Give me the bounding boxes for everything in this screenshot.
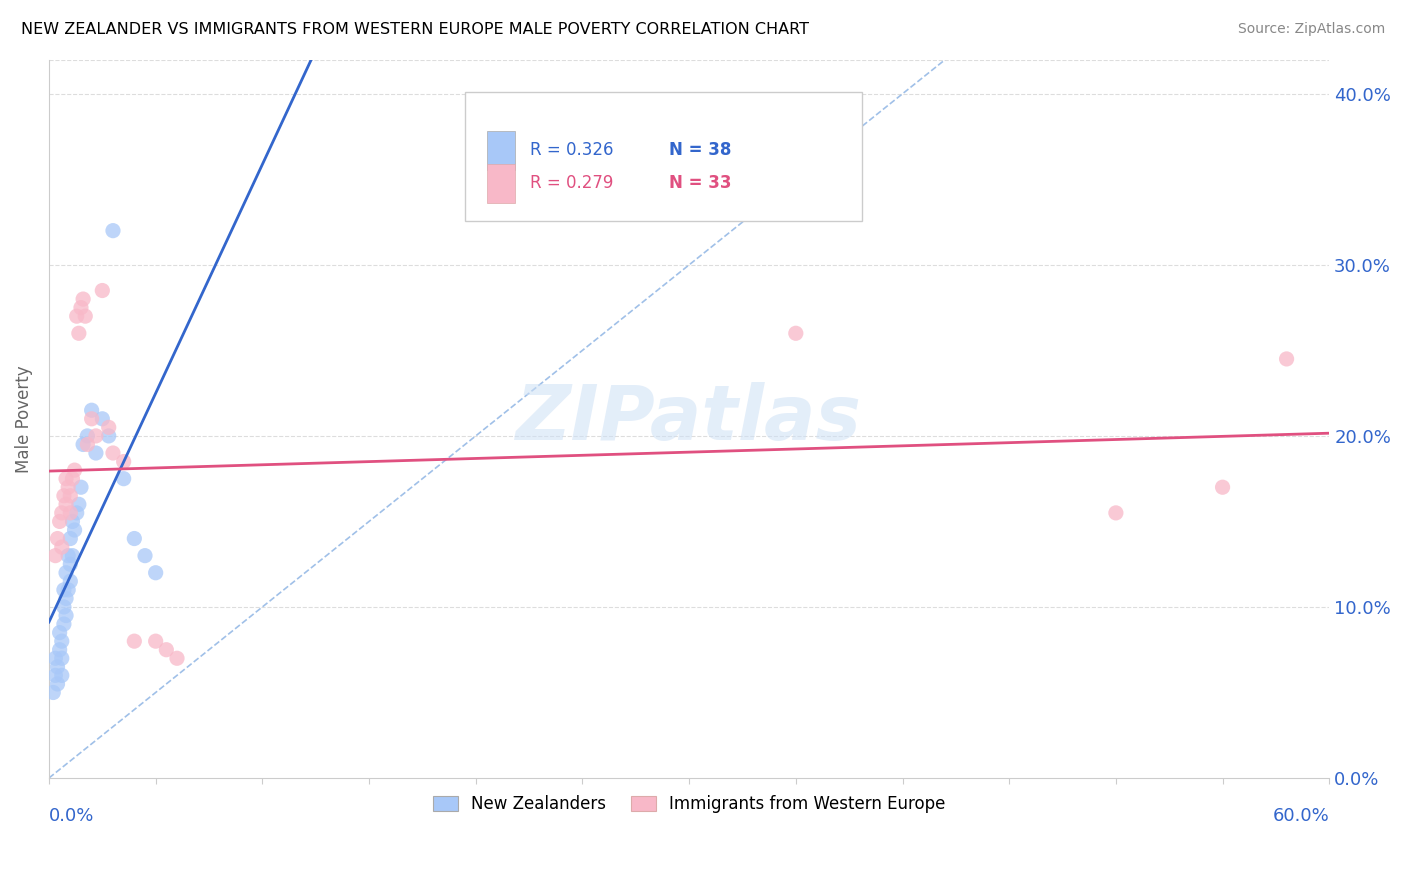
Point [52,617,75,632]
Text: 60.0%: 60.0% [1272,806,1329,825]
FancyBboxPatch shape [486,164,515,203]
Point [70,480,93,494]
Point [51,634,73,648]
Point [91,412,114,426]
Point [76,429,98,443]
Text: ZIPatlas: ZIPatlas [516,382,862,456]
Point [44,549,66,563]
Legend: New Zealanders, Immigrants from Western Europe: New Zealanders, Immigrants from Western … [426,789,952,820]
Point [51,668,73,682]
Point [97,420,120,434]
Point [124,634,146,648]
Point [46,532,69,546]
Point [51,540,73,554]
Point [155,642,177,657]
Point [62,515,84,529]
Point [145,634,167,648]
Point [46,660,69,674]
Point [66,506,89,520]
Point [84,429,107,443]
Point [55,472,77,486]
Point [70,301,93,315]
Text: 0.0%: 0.0% [49,806,94,825]
Point [59,532,82,546]
Point [55,566,77,580]
Point [67,326,90,341]
Text: N = 38: N = 38 [669,142,731,160]
Point [1275,351,1298,366]
Point [42,685,65,699]
Point [101,224,124,238]
Point [55,497,77,511]
Point [75,309,97,323]
Point [91,284,114,298]
Point [72,292,94,306]
Point [66,309,89,323]
Text: NEW ZEALANDER VS IMMIGRANTS FROM WESTERN EUROPE MALE POVERTY CORRELATION CHART: NEW ZEALANDER VS IMMIGRANTS FROM WESTERN… [21,22,808,37]
Point [55,608,77,623]
Point [112,454,135,468]
Point [56,582,79,597]
Point [51,506,73,520]
Point [62,472,84,486]
Point [63,463,86,477]
Point [166,651,188,665]
Text: R = 0.326: R = 0.326 [530,142,614,160]
Text: N = 33: N = 33 [669,175,731,193]
Point [84,446,107,460]
Text: Source: ZipAtlas.com: Source: ZipAtlas.com [1237,22,1385,37]
Point [72,437,94,451]
Point [59,558,82,572]
FancyBboxPatch shape [465,92,862,221]
Point [56,549,79,563]
Point [785,326,807,341]
Point [51,651,73,665]
Point [80,403,103,417]
FancyBboxPatch shape [486,131,515,170]
Text: R = 0.279: R = 0.279 [530,175,614,193]
Point [44,668,66,682]
Point [59,506,82,520]
Point [48,625,70,640]
Point [52,599,75,614]
Point [101,446,124,460]
Point [59,574,82,589]
Point [76,437,98,451]
Y-axis label: Male Poverty: Male Poverty [15,365,32,473]
Point [56,480,79,494]
Point [52,582,75,597]
Point [52,489,75,503]
Point [62,549,84,563]
Point [46,677,69,691]
Point [55,591,77,606]
Point [63,523,86,537]
Point [1105,506,1128,520]
Point [48,515,70,529]
Point [48,642,70,657]
Point [44,651,66,665]
Point [112,472,135,486]
Point [80,412,103,426]
Point [124,532,146,546]
Point [67,497,90,511]
Point [1212,480,1234,494]
Point [134,549,156,563]
Point [97,429,120,443]
Point [145,566,167,580]
Point [59,489,82,503]
